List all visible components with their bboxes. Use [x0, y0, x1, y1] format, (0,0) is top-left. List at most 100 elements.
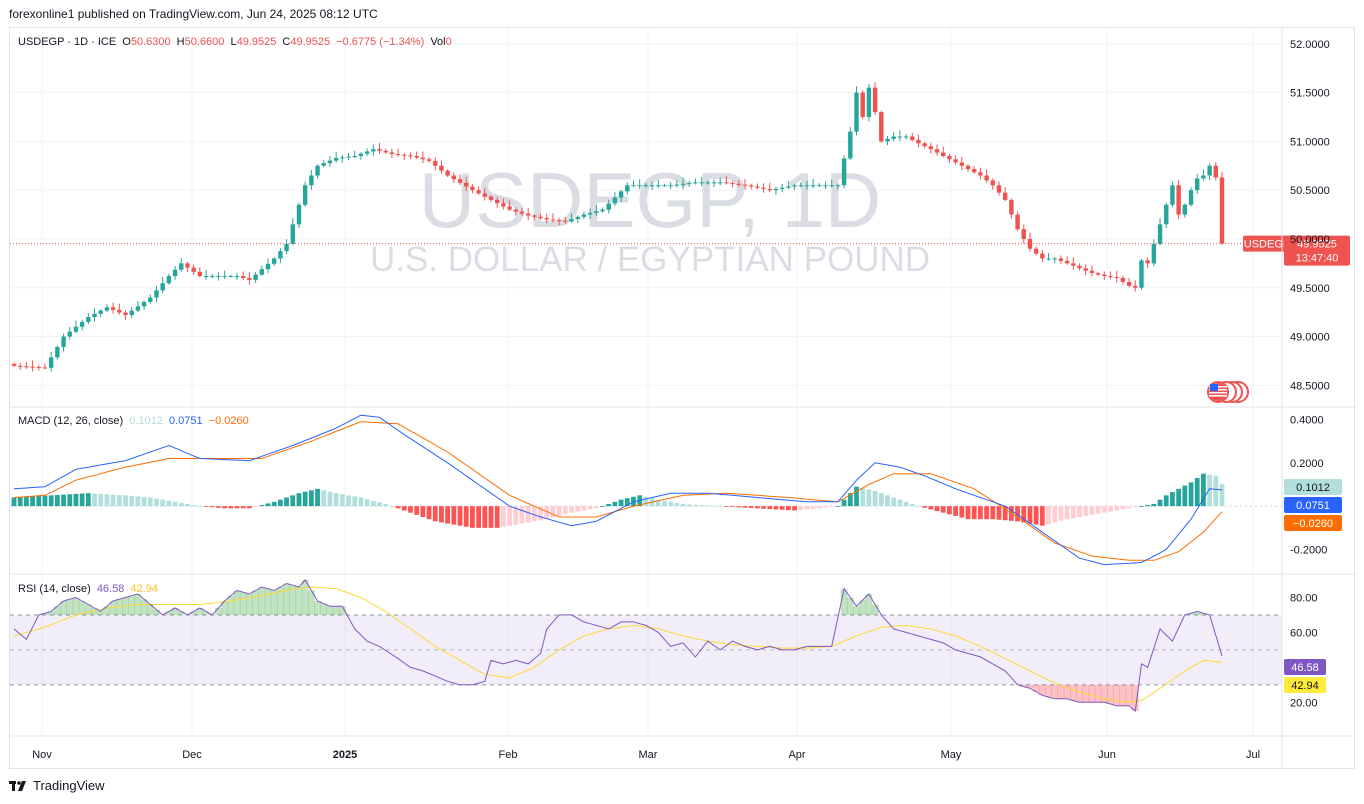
macd-signal-value: −0.0260	[208, 415, 249, 427]
candle-body	[1077, 265, 1082, 269]
legend-l-label: L	[230, 36, 237, 48]
candle-body	[117, 309, 122, 313]
macd-hist-bar	[401, 506, 407, 511]
macd-hist-bar	[519, 506, 525, 524]
candle-body	[1219, 177, 1225, 244]
chart-frame[interactable]: USDEGP, 1D U.S. DOLLAR / EGYPTIAN POUND …	[9, 27, 1356, 770]
macd-hist-bar	[1083, 506, 1089, 516]
macd-hist-bar	[662, 500, 667, 507]
last-price-line: USDEGP 49.9525 13:47:40	[10, 235, 1350, 266]
candle-body	[445, 170, 450, 176]
price-tick-label: 48.5000	[1290, 380, 1330, 392]
candle-body	[290, 224, 295, 244]
candle-body	[1176, 185, 1181, 215]
macd-hist-bar	[686, 504, 692, 507]
macd-hist-bar	[346, 495, 351, 507]
us-flag-icon[interactable]	[1207, 381, 1249, 403]
flag-stripe[interactable]	[1209, 392, 1227, 394]
macd-hist-bar	[885, 495, 890, 507]
flag-canton[interactable]	[1210, 384, 1218, 391]
macd-hist-bar	[860, 488, 866, 507]
macd-hist-bar	[903, 501, 909, 507]
macd-lines	[13, 414, 1223, 566]
macd-hist-bar	[383, 504, 389, 507]
rsi-legend: RSI (14, close) 46.58 42.94	[18, 583, 161, 595]
macd-hist-bar	[470, 506, 475, 528]
macd-hist-bar	[525, 506, 531, 523]
macd-hist-bar	[482, 506, 488, 528]
macd-hist-bar	[333, 493, 339, 507]
macd-hist-bar	[23, 496, 29, 507]
macd-hist-bar	[593, 506, 599, 509]
macd-hist-bar	[556, 506, 562, 516]
macd-hist-bar	[1114, 506, 1120, 511]
footer-brand[interactable]: TradingView	[9, 778, 105, 793]
candle-body	[1170, 185, 1175, 205]
candle-body	[699, 182, 704, 184]
legend-open: 50.6300	[130, 36, 171, 48]
macd-hist-bar	[891, 497, 897, 507]
macd-hist-bar	[54, 494, 60, 507]
watermark-description: U.S. DOLLAR / EGYPTIAN POUND	[370, 240, 930, 279]
macd-hist-bar	[953, 506, 959, 516]
candle-body	[823, 185, 828, 187]
candle-body	[866, 87, 872, 117]
candle-body	[24, 366, 29, 368]
macd-hist-bar	[792, 506, 797, 511]
macd-hist-bar	[1207, 474, 1213, 507]
macd-hist-bar	[928, 506, 934, 510]
macd-hist-bar	[785, 506, 791, 511]
candle-body	[302, 185, 308, 205]
candle-body	[495, 199, 500, 204]
candle-body	[1188, 190, 1194, 205]
macd-hist-bar	[1157, 499, 1163, 507]
candle-body	[253, 274, 258, 280]
macd-hist-bar	[426, 506, 432, 520]
macd-hist-bar	[717, 506, 723, 507]
rsi-axis-badge-label: 46.58	[1291, 662, 1319, 674]
candle-body	[934, 149, 940, 153]
chart-canvas[interactable]: USDEGP, 1D U.S. DOLLAR / EGYPTIAN POUND …	[10, 28, 1356, 770]
candle-body	[395, 154, 401, 156]
candle-body	[358, 153, 364, 156]
candle-body	[600, 209, 605, 212]
macd-hist-bar	[1058, 506, 1064, 521]
candle-body	[92, 313, 97, 318]
candle-body	[569, 219, 574, 222]
candle-body	[501, 203, 506, 207]
macd-hist-bar	[290, 495, 296, 507]
candle-body	[680, 183, 686, 185]
macd-hist-bar	[916, 506, 921, 507]
macd-hist-bar	[742, 506, 748, 508]
macd-title[interactable]: MACD (12, 26, close)	[18, 415, 124, 427]
macd-hist-bar	[693, 504, 698, 507]
macd-hist-bar	[166, 500, 172, 507]
candle-body	[829, 185, 834, 187]
candle-body	[1021, 229, 1026, 239]
legend-c-label: C	[282, 36, 291, 48]
macd-hist-bar	[315, 488, 320, 507]
rsi-band-area	[10, 614, 1282, 686]
macd-hist-bar	[129, 495, 135, 507]
candle-body	[736, 183, 741, 185]
macd-hist-bar	[1176, 488, 1182, 507]
macd-hist-bar	[730, 506, 736, 507]
candle-body	[265, 263, 271, 270]
symbol-tag: USDEGP	[1244, 239, 1290, 251]
publish-text: forexonline1 published on TradingView.co…	[9, 7, 378, 21]
macd-hist-bar	[339, 494, 345, 507]
candle-body	[129, 310, 134, 316]
flag-stripe[interactable]	[1209, 395, 1227, 397]
macd-hist-bar	[203, 506, 209, 507]
macd-hist-bar	[160, 499, 166, 507]
legend-symbol[interactable]: USDEGP · 1D · ICE	[18, 36, 117, 48]
macd-hist-bar	[439, 506, 444, 523]
candle-body	[575, 216, 580, 220]
macd-hist-bar	[1120, 506, 1126, 510]
candle-body	[773, 188, 779, 191]
macd-hist-bar	[463, 506, 469, 527]
rsi-title[interactable]: RSI (14, close)	[18, 583, 91, 595]
macd-hist-bar	[680, 504, 686, 507]
macd-hist-bar	[240, 506, 246, 509]
macd-hist-bar	[705, 505, 711, 507]
